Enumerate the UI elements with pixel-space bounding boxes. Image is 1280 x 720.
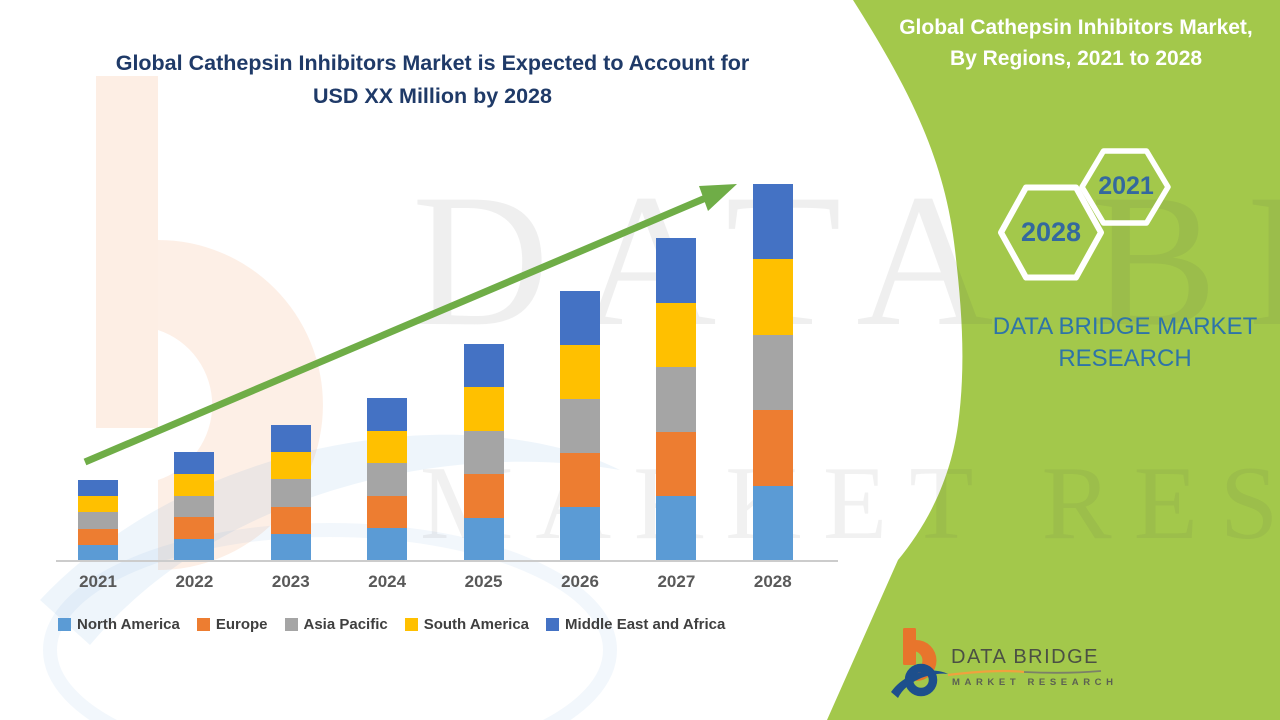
legend-label-north-america: North America — [77, 616, 180, 633]
legend-label-south-america: South America — [423, 616, 530, 633]
logo-underline-gray — [1023, 670, 1102, 674]
logo-underline — [948, 669, 1102, 677]
legend-label-middle-east-and-africa: Middle East and Africa — [565, 616, 726, 633]
x-axis-line — [56, 560, 838, 562]
panel-heading-line1: Global Cathepsin Inhibitors Market, — [899, 16, 1253, 39]
hexagon-year-2028: 2028 — [1020, 217, 1082, 247]
logo-b-stem — [903, 628, 916, 665]
trend-arrow-line — [83, 193, 710, 466]
hexagon-year-2021: 2021 — [1098, 172, 1154, 200]
logo-underline-orange — [948, 669, 1025, 677]
legend-label-asia-pacific: Asia Pacific — [303, 616, 388, 633]
hexagon-2028-outline — [998, 184, 1104, 281]
logo-subtitle-text: MARKET RESEARCH — [952, 677, 1118, 688]
chart-title-line1: Global Cathepsin Inhibitors Market is Ex… — [115, 51, 750, 75]
legend-swatch-south-america — [404, 618, 418, 631]
logo-name-text: DATA BRIDGE — [951, 646, 1100, 668]
watermark-swoosh-ring — [43, 523, 617, 720]
legend-item-asia-pacific: Asia Pacific — [284, 616, 388, 633]
legend-label-europe: Europe — [215, 616, 268, 633]
panel-brand-text: DATA BRIDGE MARKET RESEARCH — [985, 311, 1265, 375]
panel-brand-line2: RESEARCH — [1058, 345, 1192, 372]
legend-swatch-north-america — [58, 618, 71, 631]
trend-arrow-head — [699, 184, 737, 211]
chart-title: Global Cathepsin Inhibitors Market is Ex… — [60, 47, 805, 113]
legend-swatch-asia-pacific — [284, 618, 298, 631]
panel-heading-line2: By Regions, 2021 to 2028 — [949, 47, 1203, 70]
legend-swatch-europe — [196, 618, 210, 631]
data-bridge-logo-icon — [891, 628, 948, 698]
panel-heading: Global Cathepsin Inhibitors Market, By R… — [880, 12, 1272, 74]
hexagon-2021-outline — [1079, 148, 1171, 226]
watermark-b-stem — [96, 76, 158, 428]
logo-swoosh — [891, 670, 948, 698]
legend-item-europe: Europe — [196, 616, 268, 633]
legend-item-south-america: South America — [404, 616, 530, 633]
chart-title-line2: USD XX Million by 2028 — [313, 84, 552, 108]
panel-brand-line1: DATA BRIDGE MARKET — [992, 313, 1258, 340]
legend-item-north-america: North America — [58, 616, 180, 633]
hexagon-graphics — [998, 148, 1171, 281]
legend-swatch-middle-east-and-africa — [546, 618, 560, 631]
legend-item-middle-east-and-africa: Middle East and Africa — [546, 616, 725, 633]
chart-legend: North America Europe Asia Pacific South Ame… — [58, 616, 742, 633]
